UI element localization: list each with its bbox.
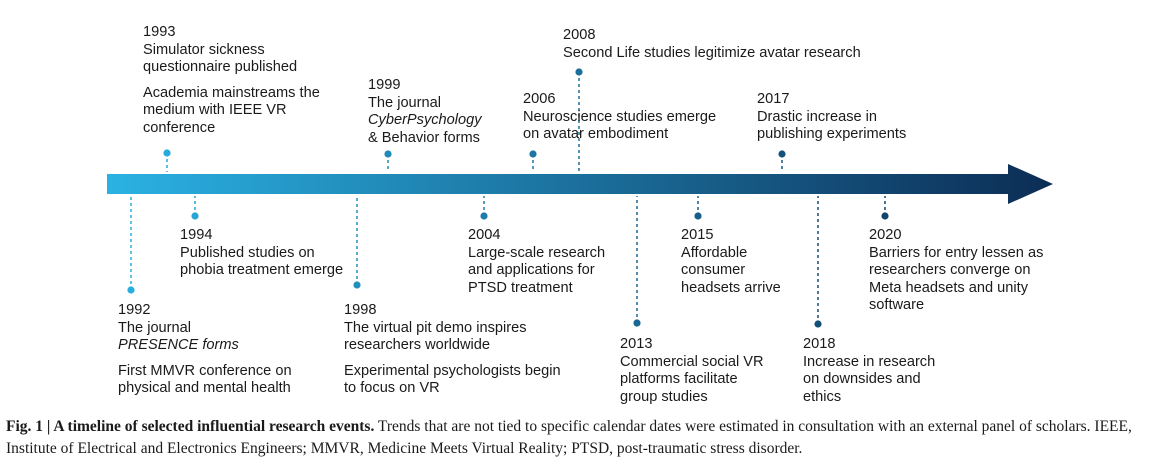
event-text: Drastic increase in — [757, 108, 878, 125]
event-1998: 1998 The virtual pit demo inspires resea… — [344, 302, 561, 398]
event-text: Neuroscience studies emerge — [523, 108, 717, 125]
event-2008: 2008 Second Life studies legitimize avat… — [563, 27, 861, 62]
event-text: headsets arrive — [681, 279, 781, 296]
marker-dot-2004 — [480, 212, 488, 220]
event-1993: 1993 Simulator sickness questionnaire pu… — [143, 24, 320, 138]
caption-text: Trends that are not tied to specific cal… — [6, 418, 1132, 457]
event-text: PTSD treatment — [468, 279, 573, 296]
event-text: to focus on VR — [344, 380, 440, 397]
event-text: questionnaire published — [143, 59, 298, 76]
event-text: platforms facilitate — [620, 371, 738, 388]
marker-dot-1998 — [353, 281, 361, 289]
event-year: 1992 — [118, 302, 151, 318]
event-text: consumer — [681, 262, 746, 279]
event-year: 2004 — [468, 227, 501, 243]
event-2013: 2013 Commercial social VR platforms faci… — [620, 336, 764, 406]
marker-dot-2020 — [881, 212, 889, 220]
event-text: conference — [143, 119, 216, 136]
event-text: software — [869, 297, 925, 314]
event-year: 2013 — [620, 336, 653, 352]
event-2020: 2020 Barriers for entry lessen as resear… — [869, 227, 1043, 315]
event-2015: 2015 Affordable consumer headsets arrive — [681, 227, 781, 297]
event-year: 2015 — [681, 227, 714, 243]
event-year: 2018 — [803, 336, 836, 352]
timeline-graphic — [107, 68, 1053, 328]
event-text: Meta headsets and unity — [869, 279, 1029, 296]
event-text: The journal — [368, 94, 442, 111]
event-1999: 1999 The journal CyberPsychology & Behav… — [368, 77, 482, 147]
event-text: researchers worldwide — [344, 337, 490, 354]
timeline-markers — [127, 68, 889, 328]
event-year: 2006 — [523, 91, 556, 107]
event-text: CyberPsychology — [368, 112, 482, 129]
event-2018: 2018 Increase in research on downsides a… — [803, 336, 935, 406]
event-text: group studies — [620, 388, 708, 405]
event-text: Published studies on — [180, 244, 315, 261]
event-text: & Behavior forms — [368, 129, 480, 146]
timeline-arrow — [107, 164, 1053, 204]
event-text: The journal — [118, 319, 192, 336]
event-year: 2017 — [757, 91, 790, 107]
marker-dot-2015 — [694, 212, 702, 220]
marker-dot-2013 — [633, 319, 641, 327]
marker-dot-2018 — [814, 320, 822, 328]
event-1994: 1994 Published studies on phobia treatme… — [180, 227, 343, 280]
event-1992: 1992 The journal PRESENCE forms First MM… — [118, 302, 292, 398]
event-text: Affordable — [681, 244, 748, 261]
marker-dot-2006 — [529, 150, 537, 158]
event-text: Barriers for entry lessen as — [869, 244, 1044, 261]
event-text: researchers converge on — [869, 262, 1031, 279]
event-text: on avatar embodiment — [523, 126, 669, 143]
event-year: 1994 — [180, 227, 213, 243]
event-text: Experimental psychologists begin — [344, 362, 561, 379]
event-2017: 2017 Drastic increase in publishing expe… — [757, 91, 906, 144]
event-text: physical and mental health — [118, 380, 291, 397]
event-text: Academia mainstreams the — [143, 84, 320, 101]
marker-dot-2017 — [778, 150, 786, 158]
event-text: First MMVR conference on — [118, 362, 292, 379]
event-year: 2020 — [869, 227, 902, 243]
event-year: 1998 — [344, 302, 377, 318]
event-2004: 2004 Large-scale research and applicatio… — [468, 227, 605, 297]
figure-caption: Fig. 1 | A timeline of selected influent… — [6, 416, 1166, 460]
event-year: 2008 — [563, 27, 596, 43]
event-text: Commercial social VR — [620, 353, 764, 370]
event-text: The virtual pit demo inspires — [344, 319, 527, 336]
event-text: Increase in research — [803, 353, 936, 370]
event-text: Second Life studies legitimize avatar re… — [563, 44, 861, 61]
marker-dot-2008 — [575, 68, 583, 76]
event-text: and applications for — [468, 262, 595, 279]
event-text: phobia treatment emerge — [180, 262, 344, 279]
event-text: medium with IEEE VR — [143, 102, 287, 119]
caption-title: Fig. 1 | A timeline of selected influent… — [6, 418, 375, 435]
event-year: 1993 — [143, 24, 176, 40]
marker-dot-1992 — [127, 286, 135, 294]
marker-dot-1994 — [191, 212, 199, 220]
marker-dot-1999 — [384, 150, 392, 158]
event-2006: 2006 Neuroscience studies emerge on avat… — [523, 91, 716, 144]
marker-dot-1993 — [163, 149, 171, 157]
event-text: Simulator sickness — [143, 41, 265, 58]
event-year: 1999 — [368, 77, 401, 93]
event-text: Large-scale research — [468, 244, 606, 261]
event-text: PRESENCE forms — [118, 337, 239, 354]
event-text: publishing experiments — [757, 126, 907, 143]
event-text: on downsides and — [803, 371, 921, 388]
event-text: ethics — [803, 388, 842, 405]
